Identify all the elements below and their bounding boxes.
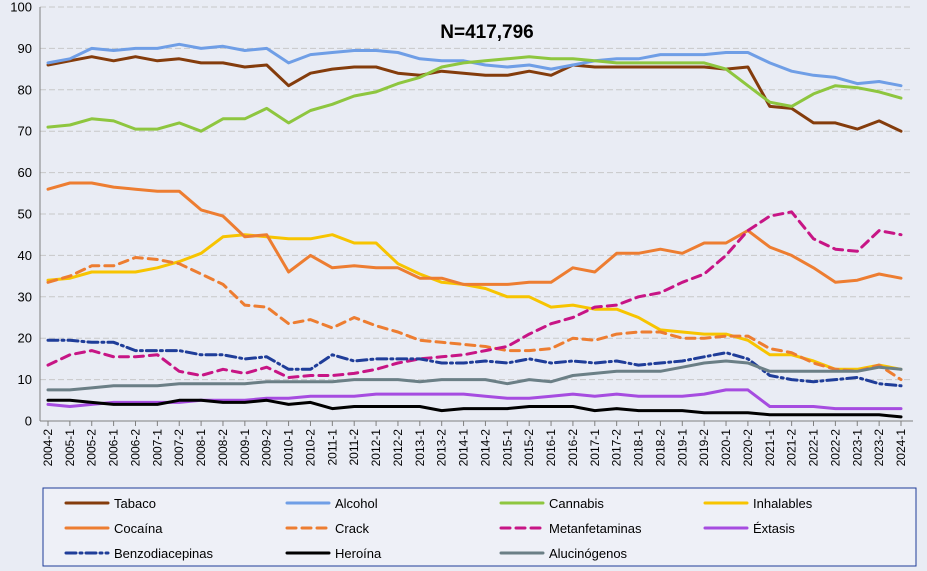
x-tick-label: 2022-2 — [828, 429, 842, 467]
legend-label: Crack — [335, 521, 369, 536]
series-line-heroina — [46, 398, 903, 419]
x-tick-label: 2007-1 — [150, 429, 164, 467]
x-tick-label: 2016-1 — [544, 429, 558, 467]
x-tick-label: 2012-2 — [391, 429, 405, 467]
legend-box — [42, 487, 917, 567]
x-tick-label: 2019-2 — [697, 429, 711, 467]
x-tick-label: 2011-1 — [325, 429, 339, 466]
x-tick-label: 2010-1 — [282, 429, 296, 467]
y-tick-label: 50 — [18, 207, 32, 222]
chart-title: N=417,796 — [440, 22, 534, 43]
x-tick-label: 2004-2 — [41, 429, 55, 467]
legend-label: Heroína — [335, 546, 382, 561]
y-tick-label: 60 — [18, 165, 32, 180]
x-tick-label: 2006-2 — [128, 429, 142, 467]
axes: 0 10 20 30 40 50 60 70 80 90 100 2004-2 2005-1 2005-2… — [10, 0, 913, 466]
legend-label: Cocaína — [114, 521, 163, 536]
y-tick-label: 20 — [18, 331, 32, 346]
legend-label: Alcohol — [335, 496, 378, 511]
y-tick-label: 10 — [18, 372, 32, 387]
x-tick-label: 2020-1 — [719, 429, 733, 467]
series-line-cocaina — [46, 181, 903, 286]
y-tick-label: 100 — [10, 0, 32, 15]
legend: Tabaco Alcohol Cannabis Inhalables Cocaína Cr… — [42, 487, 917, 567]
x-tick-label: 2012-1 — [369, 429, 383, 467]
x-tick-label: 2015-1 — [500, 429, 514, 467]
legend-label: Cannabis — [549, 496, 604, 511]
x-tick-label: 2020-2 — [741, 429, 755, 467]
legend-label: Alucinógenos — [549, 546, 628, 561]
x-tick-label: 2019-1 — [675, 429, 689, 467]
series-lines — [46, 42, 903, 419]
x-tick-label: 2007-2 — [172, 429, 186, 467]
x-tick-label: 2017-1 — [588, 429, 602, 467]
y-tick-label: 0 — [25, 414, 32, 429]
x-tick-label: 2024-1 — [894, 429, 908, 467]
series-line-metanfetaminas — [46, 210, 903, 379]
y-tick-label: 30 — [18, 289, 32, 304]
series-line-crack — [46, 256, 903, 382]
x-tick-label: 2009-1 — [238, 429, 252, 467]
x-tick-label: 2014-1 — [457, 429, 471, 467]
series-line-tabaco — [46, 55, 903, 133]
x-tick-label: 2015-2 — [522, 429, 536, 467]
x-tick-label: 2018-2 — [653, 429, 667, 467]
series-line-cannabis — [46, 55, 903, 133]
gridlines — [40, 6, 913, 381]
x-tick-label: 2016-2 — [566, 429, 580, 467]
x-tick-label: 2013-2 — [435, 429, 449, 467]
series-line-alucinogenos — [46, 359, 903, 392]
x-tick-label: 2021-2 — [785, 429, 799, 467]
x-tick-label: 2014-2 — [478, 429, 492, 467]
x-tick-label: 2023-2 — [872, 429, 886, 467]
x-tick-label: 2010-2 — [303, 429, 317, 467]
x-tick-label: 2023-1 — [850, 429, 864, 467]
legend-label: Inhalables — [753, 496, 813, 511]
x-tick-label: 2008-2 — [216, 429, 230, 467]
x-tick-label: 2005-2 — [85, 429, 99, 467]
x-tick-label: 2022-1 — [807, 429, 821, 467]
y-tick-label: 90 — [18, 41, 32, 56]
x-tick-label: 2018-1 — [632, 429, 646, 467]
y-tick-label: 80 — [18, 82, 32, 97]
x-tick-label: 2017-2 — [610, 429, 624, 467]
x-tick-label: 2005-1 — [63, 429, 77, 467]
legend-label: Tabaco — [114, 496, 156, 511]
y-tick-label: 70 — [18, 124, 32, 139]
series-line-inhalables — [46, 233, 903, 371]
y-tick-label: 40 — [18, 248, 32, 263]
x-tick-label: 2011-2 — [347, 429, 361, 466]
x-tick-label: 2008-1 — [194, 429, 208, 467]
x-tick-label: 2013-1 — [413, 429, 427, 467]
legend-label: Benzodiacepinas — [114, 546, 214, 561]
legend-label: Metanfetaminas — [549, 521, 642, 536]
legend-label: Éxtasis — [753, 521, 795, 536]
x-tick-label: 2009-2 — [260, 429, 274, 467]
x-tick-label: 2006-1 — [107, 429, 121, 467]
x-tick-label: 2021-1 — [763, 429, 777, 467]
